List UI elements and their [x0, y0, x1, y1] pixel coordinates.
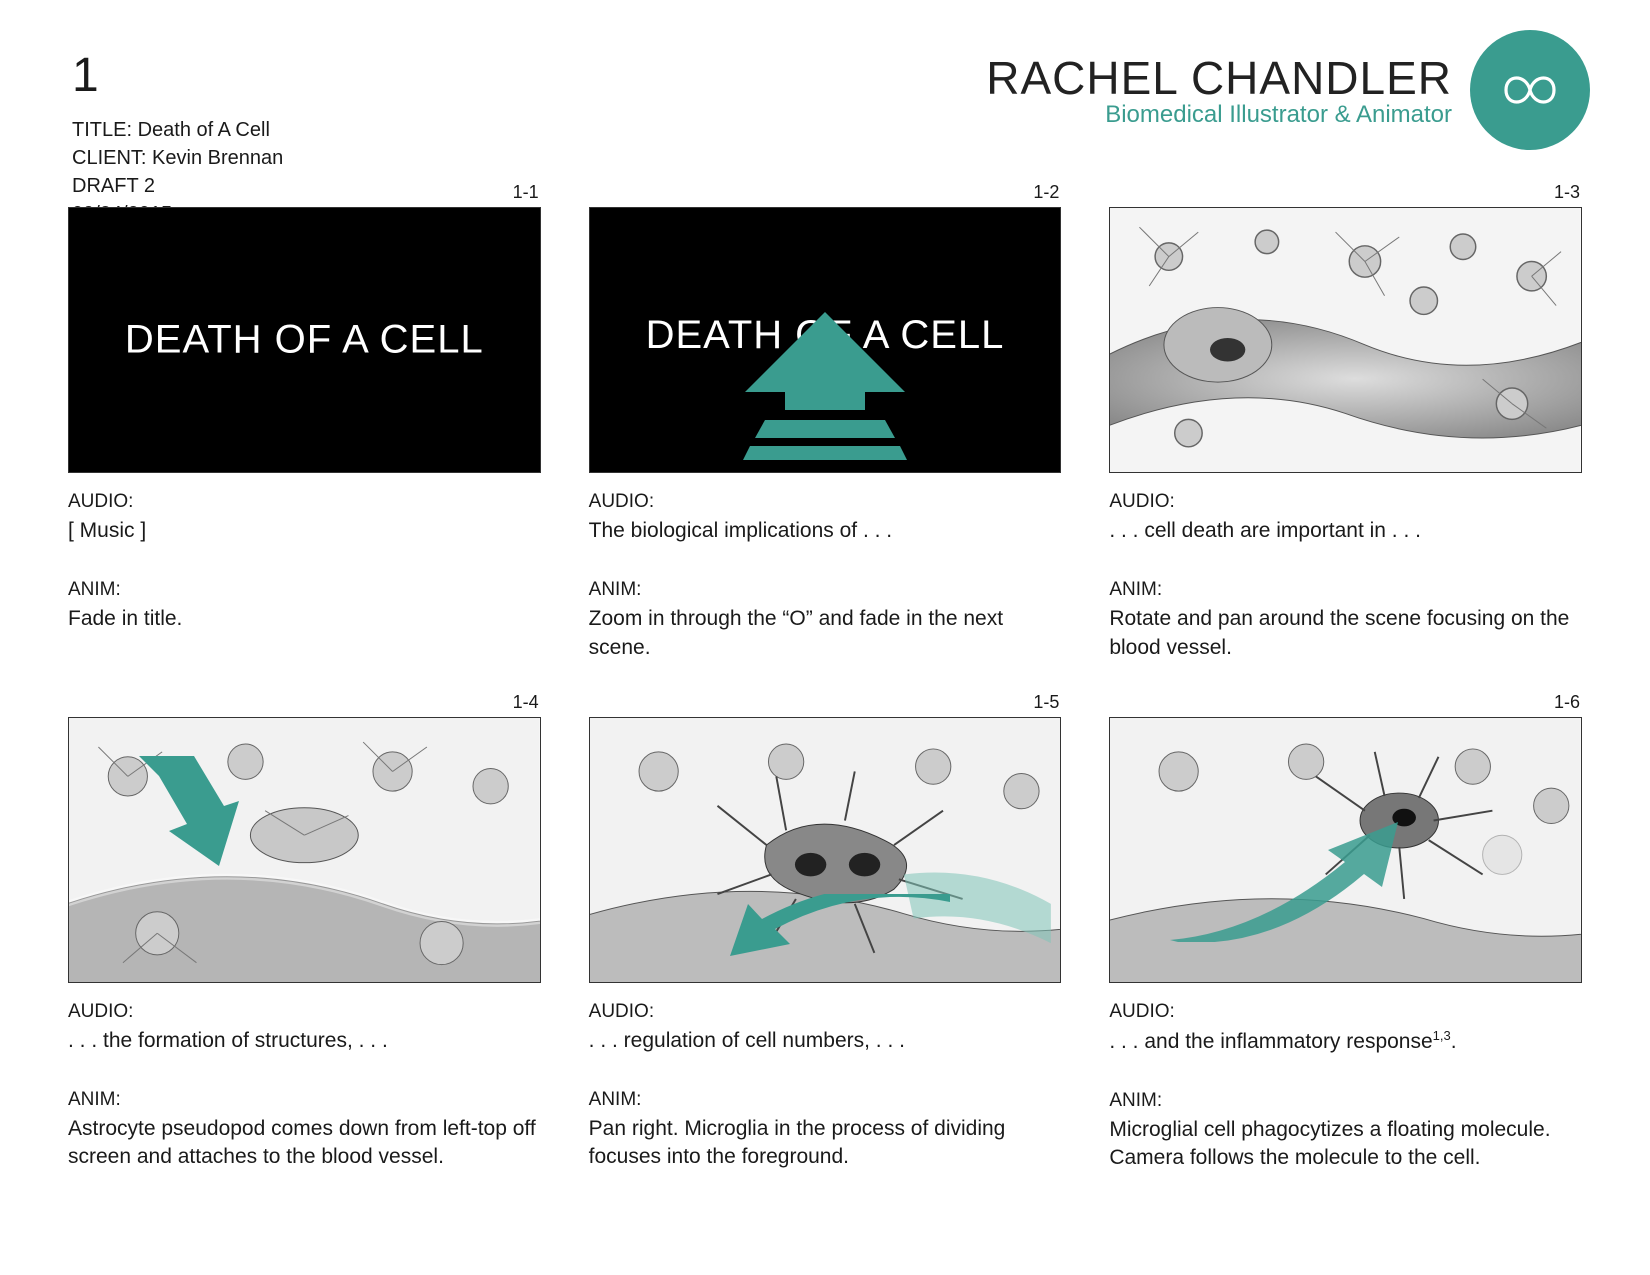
audio-label: AUDIO:: [589, 1001, 1062, 1023]
logo-icon: [1470, 30, 1590, 150]
motion-arrow-icon: [730, 894, 950, 964]
audio-label: AUDIO:: [68, 1001, 541, 1023]
audio-text: The biological implications of . . .: [589, 517, 1062, 545]
page-number: 1: [72, 48, 99, 103]
anim-text: Zoom in through the “O” and fade in the …: [589, 605, 1062, 662]
header-subtitle: Biomedical Illustrator & Animator: [986, 101, 1452, 129]
audio-text: . . . regulation of cell numbers, . . .: [589, 1027, 1062, 1055]
panel-1-6: 1-6: [1109, 692, 1582, 1173]
frame-1-1: DEATH OF A CELL: [68, 207, 541, 473]
anim-text: Astrocyte pseudopod comes down from left…: [68, 1115, 541, 1172]
panel-1-4: 1-4: [68, 692, 541, 1173]
audio-label: AUDIO:: [68, 491, 541, 513]
panel-number: 1-4: [68, 692, 541, 713]
anim-text: Microglial cell phagocytizes a floating …: [1109, 1116, 1582, 1173]
anim-text: Fade in title.: [68, 605, 541, 633]
panel-number: 1-6: [1109, 692, 1582, 713]
audio-text: . . . cell death are important in . . .: [1109, 517, 1582, 545]
storyboard-grid: 1-1 DEATH OF A CELL AUDIO: [ Music ] ANI…: [68, 182, 1582, 1173]
panel-1-3: 1-3: [1109, 182, 1582, 662]
audio-text: [ Music ]: [68, 517, 541, 545]
anim-label: ANIM:: [68, 579, 541, 601]
meta-title: Death of A Cell: [138, 119, 270, 141]
frame-title-text: DEATH OF A CELL: [125, 317, 484, 362]
frame-1-6: [1109, 717, 1582, 983]
frame-1-3: [1109, 207, 1582, 473]
anim-label: ANIM:: [589, 1089, 1062, 1111]
panel-number: 1-2: [589, 182, 1062, 203]
anim-label: ANIM:: [1109, 579, 1582, 601]
cell-illustration: [1110, 208, 1581, 472]
panel-number: 1-3: [1109, 182, 1582, 203]
anim-label: ANIM:: [68, 1089, 541, 1111]
motion-arrow-icon: [1170, 822, 1400, 942]
audio-label: AUDIO:: [1109, 491, 1582, 513]
panel-1-5: 1-5: [589, 692, 1062, 1173]
header: RACHEL CHANDLER Biomedical Illustrator &…: [986, 30, 1590, 150]
anim-label: ANIM:: [589, 579, 1062, 601]
header-name: RACHEL CHANDLER: [986, 51, 1452, 105]
anim-text: Pan right. Microglia in the process of d…: [589, 1115, 1062, 1172]
meta-client-label: CLIENT:: [72, 147, 146, 169]
panel-number: 1-5: [589, 692, 1062, 713]
motion-arrow-icon: [139, 756, 239, 866]
meta-client: Kevin Brennan: [152, 147, 283, 169]
audio-label: AUDIO:: [1109, 1001, 1582, 1023]
frame-1-5: [589, 717, 1062, 983]
meta-title-label: TITLE:: [72, 119, 132, 141]
audio-text: . . . and the inflammatory response1,3.: [1109, 1027, 1582, 1056]
panel-1-2: 1-2 DEATH OF A CELL AUDIO: The biologica…: [589, 182, 1062, 662]
anim-label: ANIM:: [1109, 1090, 1582, 1112]
panel-1-1: 1-1 DEATH OF A CELL AUDIO: [ Music ] ANI…: [68, 182, 541, 662]
zoom-arrow-icon: [735, 312, 915, 462]
panel-number: 1-1: [68, 182, 541, 203]
audio-label: AUDIO:: [589, 491, 1062, 513]
frame-1-2: DEATH OF A CELL: [589, 207, 1062, 473]
frame-1-4: [68, 717, 541, 983]
anim-text: Rotate and pan around the scene focusing…: [1109, 605, 1582, 662]
audio-text: . . . the formation of structures, . . .: [68, 1027, 541, 1055]
